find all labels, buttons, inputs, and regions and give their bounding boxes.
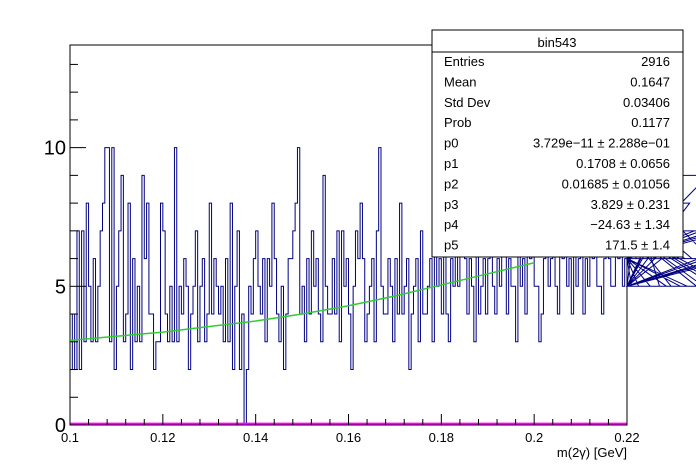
stats-row-label: Mean [444, 74, 477, 89]
stats-row-value: 3.829 ± 0.231 [591, 197, 670, 212]
stats-row-label: p1 [444, 156, 458, 171]
axes: 0.1 0.12 0.14 0.16 0.18 0.2 0.22 0 5 10 [44, 63, 640, 445]
x-tick-label: 0.1 [61, 430, 79, 445]
stats-row-value: 0.1177 [631, 115, 670, 130]
stats-row-value: 171.5 ± 1.4 [605, 238, 670, 253]
stats-box: bin543 Entries 2916 Mean 0.1647 Std Dev 0.034… [431, 29, 684, 258]
stats-box-title: bin543 [537, 35, 576, 50]
stats-row-label: p4 [444, 217, 458, 232]
y-tick-label: 5 [55, 276, 66, 298]
stats-row-value: 0.1708 ± 0.0656 [576, 156, 670, 171]
stats-row-label: Entries [444, 54, 485, 69]
x-tick-label: 0.14 [243, 430, 268, 445]
y-tick-label: 10 [44, 138, 66, 160]
stats-row-label: Std Dev [444, 95, 491, 110]
stats-row-value: 0.01685 ± 0.01056 [562, 176, 670, 191]
stats-row-label: p5 [444, 238, 458, 253]
x-tick-label: 0.18 [429, 430, 454, 445]
stats-rows: Entries 2916 Mean 0.1647 Std Dev 0.03406 Prob 0… [444, 54, 670, 253]
histogram-series [70, 119, 696, 426]
x-tick-label: 0.12 [150, 430, 175, 445]
x-tick-label: 0.22 [614, 430, 639, 445]
stats-row-value: 3.729e−11 ± 2.288e−01 [533, 136, 670, 151]
stats-box-frame [431, 29, 684, 258]
fit-series [69, 262, 535, 342]
x-tick-label: 0.16 [336, 430, 361, 445]
stats-row-label: p3 [444, 197, 458, 212]
stats-row-label: Prob [444, 115, 471, 130]
stats-row-value: 0.03406 [623, 95, 670, 110]
y-tick-label: 0 [55, 415, 66, 437]
x-axis-label: m(2γ) [GeV] [557, 445, 627, 460]
stats-row-label: p2 [444, 176, 458, 191]
stats-row-value: 2916 [641, 54, 670, 69]
x-tick-label: 0.2 [525, 430, 543, 445]
stats-row-label: p0 [444, 136, 458, 151]
stats-row-value: 0.1647 [630, 74, 670, 89]
stats-row-value: −24.63 ± 1.34 [590, 217, 670, 232]
